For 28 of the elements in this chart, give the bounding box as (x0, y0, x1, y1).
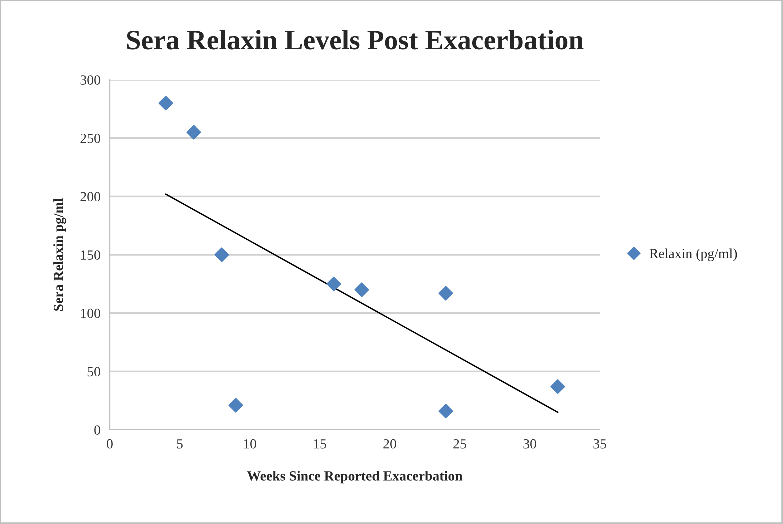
x-tick-label: 10 (244, 439, 256, 449)
chart-title: Sera Relaxin Levels Post Exacerbation (127, 30, 584, 50)
x-tick-label: 0 (107, 439, 113, 449)
point (186, 125, 202, 140)
x-tick-label: 20 (384, 439, 396, 449)
point (550, 380, 566, 394)
x-tick-label: 30 (524, 439, 536, 449)
x-tick-label: 15 (314, 439, 326, 449)
x-axis-title: Weeks Since Reported Exacerbation (247, 471, 463, 484)
y-tick-label: 150 (81, 250, 100, 260)
point (438, 404, 454, 419)
point (158, 96, 174, 111)
y-tick-label: 50 (88, 367, 100, 377)
y-tick-label: 100 (81, 308, 100, 318)
y-tick-label: 0 (94, 426, 100, 435)
y-tick-label: 200 (80, 192, 100, 202)
x-tick-label: 5 (177, 440, 183, 449)
y-tick-label: 250 (80, 134, 100, 144)
point (326, 276, 342, 292)
point (354, 282, 370, 298)
point (214, 248, 230, 262)
legend-label: Relaxin (pg/ml) (650, 248, 738, 262)
y-axis-title: Sera Relaxin pg/ml (54, 198, 66, 311)
x-tick-label: 25 (454, 439, 466, 449)
x-tick-label: 35 (594, 439, 606, 449)
point (228, 398, 244, 413)
y-tick-label: 300 (80, 76, 100, 85)
point (438, 286, 454, 301)
